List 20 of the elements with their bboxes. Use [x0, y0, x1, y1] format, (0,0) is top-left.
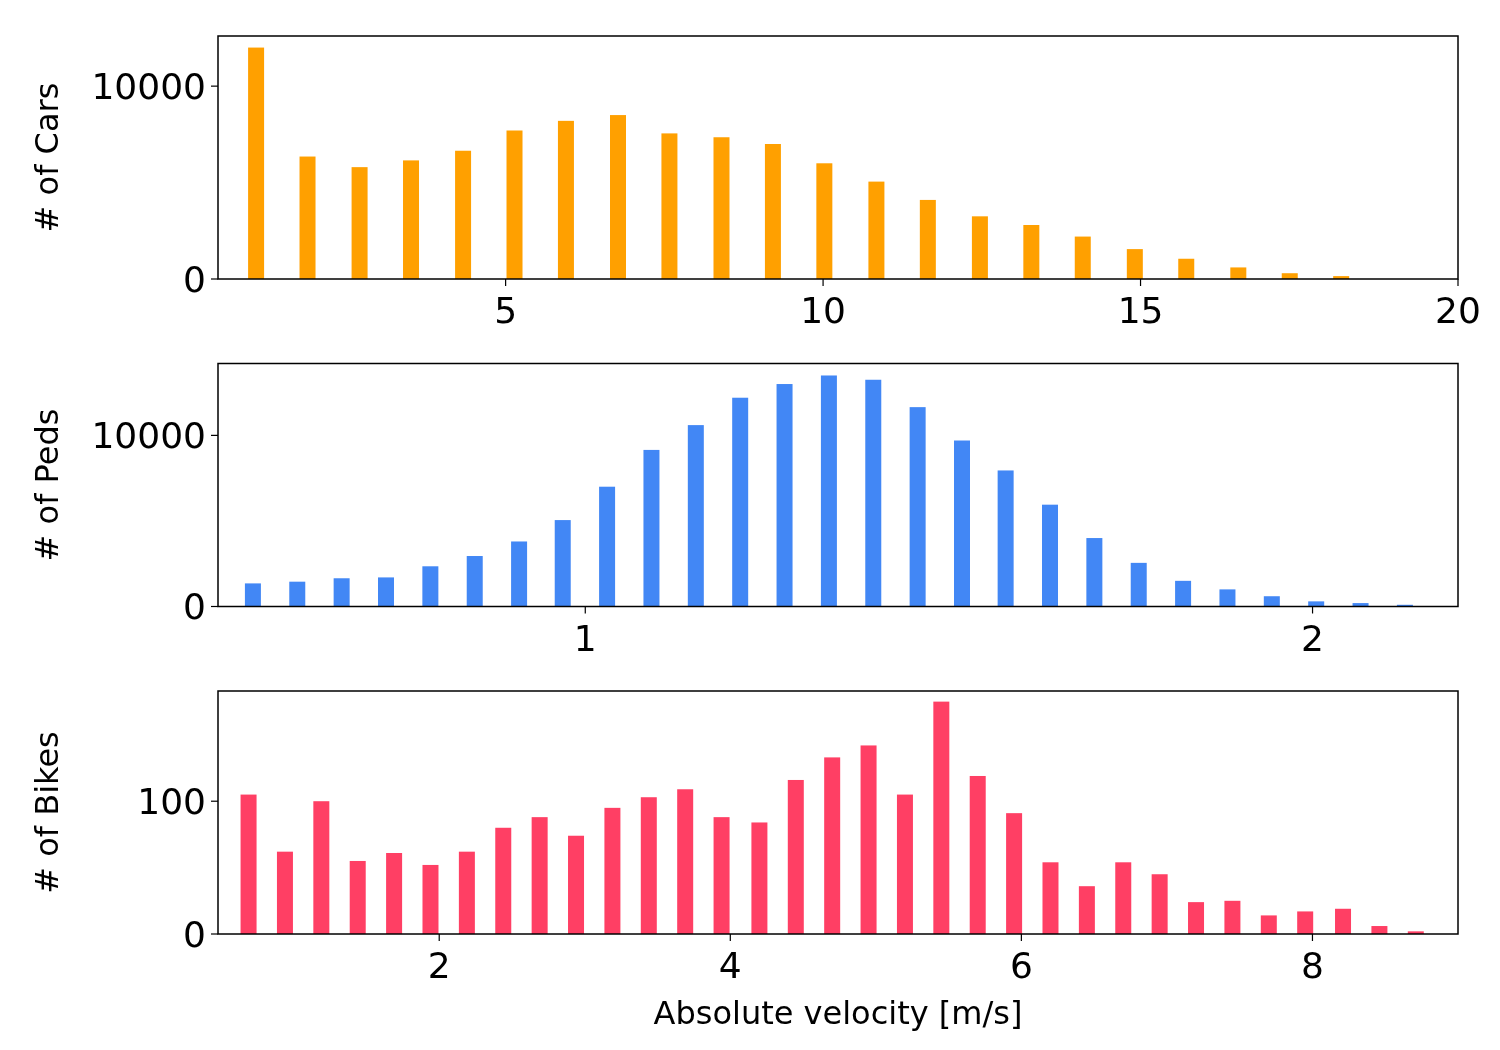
x-tick-label: 2	[427, 945, 451, 986]
y-tick-label: 0	[183, 258, 206, 300]
x-axis-title: Absolute velocity [m/s]	[653, 994, 1023, 1032]
x-tick-label: 10	[800, 290, 846, 331]
x-tick-label: 4	[718, 945, 742, 986]
y-axis-title: # of Bikes	[28, 731, 66, 894]
x-tick-label: 1	[573, 617, 597, 659]
y-tick-label: 10000	[91, 414, 206, 456]
x-tick-label: 20	[1435, 290, 1481, 331]
y-tick-label: 10000	[91, 65, 206, 107]
y-tick-label: 0	[183, 586, 206, 628]
y-axis-title: # of Cars	[28, 82, 66, 233]
x-tick-label: 5	[494, 290, 518, 331]
y-tick-label: 0	[183, 913, 206, 955]
x-tick-label: 2	[1301, 617, 1324, 659]
x-tick-label: 15	[1117, 290, 1164, 331]
x-tick-label: 6	[1009, 945, 1033, 986]
y-tick-label: 100	[137, 780, 206, 822]
y-axis-title: # of Peds	[28, 408, 66, 562]
x-tick-label: 8	[1301, 945, 1324, 986]
